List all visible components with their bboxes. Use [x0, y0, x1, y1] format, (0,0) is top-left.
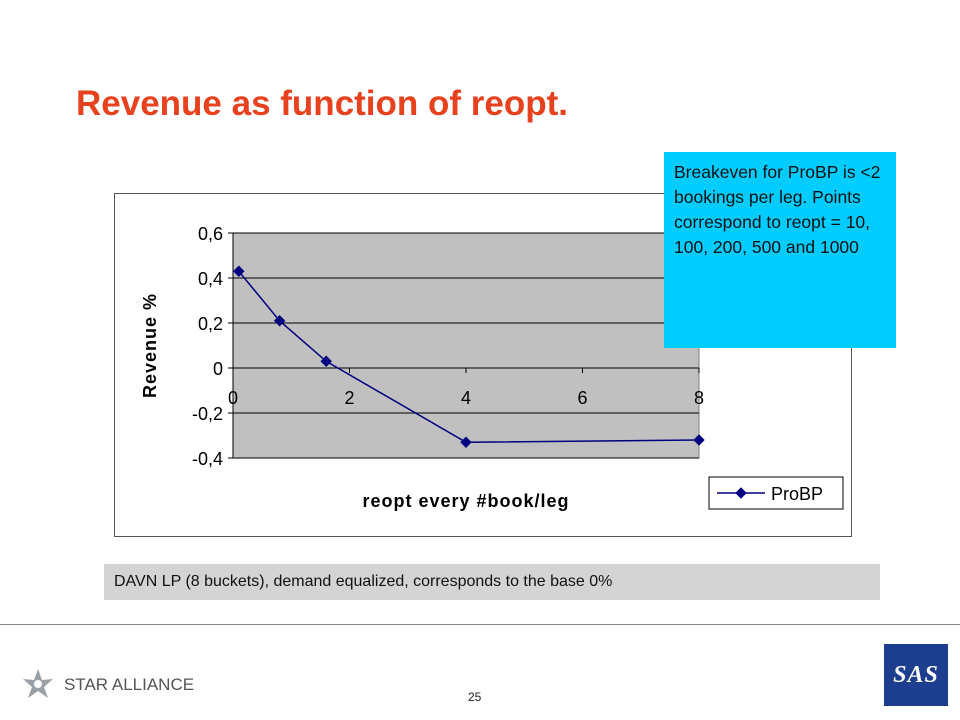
x-axis-label: reopt every #book/leg [362, 491, 569, 511]
x-tick-label: 2 [344, 388, 354, 408]
page-number: 25 [468, 690, 482, 704]
plot-area [232, 232, 700, 459]
data-point [693, 434, 705, 446]
data-point [320, 355, 332, 367]
data-point [460, 436, 472, 448]
y-tick-label: -0,4 [192, 449, 223, 469]
y-tick-label: 0 [213, 359, 223, 379]
data-point [273, 315, 286, 327]
breakeven-callout: Breakeven for ProBP is <2 bookings per l… [664, 152, 896, 348]
star-alliance-text: STAR ALLIANCE [64, 675, 194, 694]
x-tick-label: 0 [228, 388, 238, 408]
footnote: DAVN LP (8 buckets), demand equalized, c… [104, 564, 880, 600]
data-point [233, 265, 245, 277]
sas-logo: SAS [884, 644, 948, 706]
legend-marker-probp [735, 487, 747, 499]
y-tick-label: 0,6 [198, 224, 223, 244]
y-tick-label: 0,4 [198, 269, 223, 289]
sas-logo-text: SAS [893, 661, 939, 688]
x-tick-label: 8 [694, 388, 704, 408]
legend-label-probp: ProBP [771, 484, 823, 504]
y-tick-label: -0,2 [192, 404, 223, 424]
footer-divider [0, 624, 960, 625]
y-tick-label: 0,2 [198, 314, 223, 334]
y-axis-label: Revenue % [140, 293, 160, 398]
star-alliance-logo: STAR ALLIANCE [23, 669, 194, 698]
x-tick-label: 4 [461, 388, 471, 408]
slide-title: Revenue as function of reopt. [76, 84, 568, 123]
star-alliance-icon [23, 669, 53, 698]
x-tick-label: 6 [577, 388, 587, 408]
